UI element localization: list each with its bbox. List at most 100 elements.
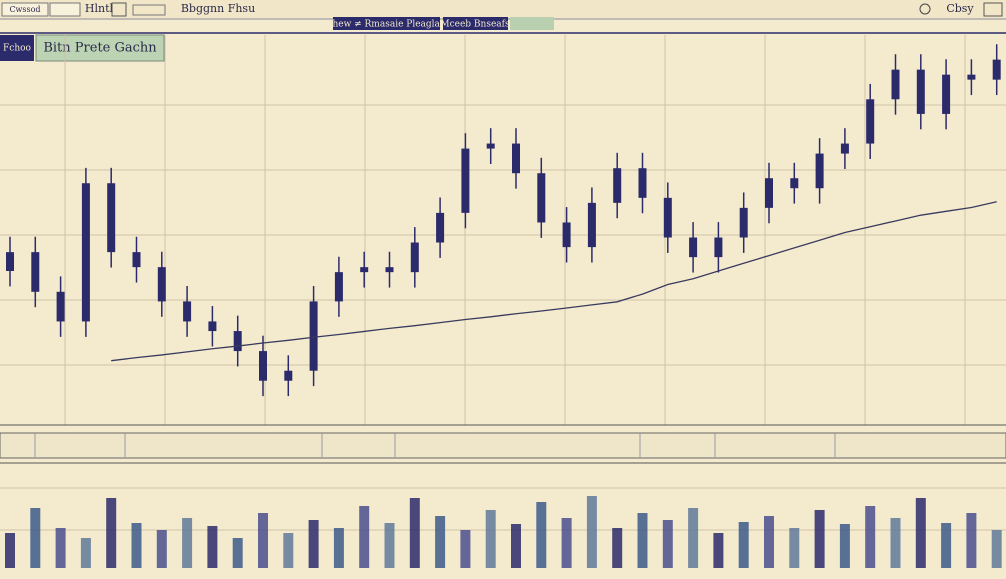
candle-body [942, 74, 951, 114]
tab-button[interactable] [510, 17, 554, 30]
candle-body [714, 237, 723, 258]
candle-body [183, 301, 192, 322]
volume-bar [435, 516, 446, 568]
volume-bar [561, 518, 572, 568]
candle-body [587, 202, 596, 248]
volume-bar [865, 506, 876, 568]
volume-bar [991, 530, 1002, 568]
toolbar-icon[interactable] [983, 2, 1003, 17]
volume-bar [359, 506, 370, 568]
candle-body [436, 212, 445, 243]
candle-body [765, 178, 773, 208]
toolbar-button[interactable] [1, 2, 49, 17]
volume-bar [283, 533, 294, 568]
candle-body [613, 168, 622, 203]
tab-button[interactable] [333, 17, 440, 30]
volume-bar [5, 533, 15, 568]
candle-body [537, 173, 546, 223]
title-box [35, 34, 165, 62]
volume-bar [131, 523, 142, 568]
toolbar-item[interactable]: Bbggnn Fhsu [181, 2, 255, 15]
candle-body [461, 148, 470, 213]
volume-bar [384, 523, 395, 568]
candle-body [790, 178, 799, 189]
volume-bar [106, 498, 117, 568]
sidebar-label[interactable]: Fchoo [3, 44, 31, 54]
candle-body [967, 74, 976, 80]
volume-bar [890, 518, 901, 568]
toolbar [0, 0, 1006, 18]
chart-title: Bitn Prete Gachn [43, 41, 157, 56]
toolbar-field[interactable] [49, 2, 81, 17]
scrubber[interactable] [0, 432, 1006, 459]
volume-bar [485, 510, 496, 568]
candle-body [81, 183, 90, 322]
candle-body [31, 252, 40, 292]
candle-body [486, 143, 495, 149]
candle-body [259, 351, 267, 381]
toolbar-icon[interactable] [132, 4, 166, 16]
volume-bar [637, 513, 648, 568]
volume-bar [662, 520, 673, 568]
toolbar-icon[interactable] [111, 2, 127, 17]
volume-bar [713, 533, 724, 568]
volume-bar [612, 528, 623, 568]
candle-body [512, 143, 520, 174]
toolbar-item[interactable]: Cbsy [946, 2, 974, 15]
candle-body [916, 69, 925, 114]
candle-body [840, 143, 849, 154]
volume-bar [789, 528, 800, 568]
trend-line [111, 201, 997, 362]
tab-label[interactable]: Shew ≠ Rmasaie Pleaglah [326, 20, 446, 30]
candle-body [56, 291, 65, 322]
volume-bar [738, 522, 749, 568]
candle-body [385, 267, 394, 273]
volume-bar [30, 508, 41, 568]
candle-body [132, 252, 141, 268]
candle-body [309, 301, 318, 371]
candle-body [233, 331, 242, 352]
volume-bar [258, 513, 268, 568]
volume-bar [55, 528, 66, 568]
volume-bar [409, 498, 420, 568]
tab-label[interactable]: Mceeb Bnseafs [440, 20, 510, 30]
candle-body [410, 242, 419, 273]
candle-body [689, 237, 698, 258]
candle-body [157, 267, 166, 302]
volume-bar [814, 510, 825, 568]
tab-button[interactable] [443, 17, 508, 30]
candle-body [562, 222, 571, 248]
candle-body [992, 59, 1001, 80]
volume-bar [182, 518, 193, 568]
volume-bar [688, 508, 699, 568]
toolbar-item[interactable]: Cwssod [9, 5, 40, 14]
volume-bar [536, 502, 547, 568]
candle-body [284, 370, 293, 381]
volume-bar [156, 530, 167, 568]
scrubber-ticks [34, 433, 836, 458]
candle-body [107, 183, 116, 253]
volume-bar [460, 530, 471, 568]
candle-body [866, 99, 875, 144]
volume-bar [80, 538, 91, 568]
candle-body [891, 69, 900, 100]
volume-bar [915, 498, 926, 568]
volume-bar [586, 496, 597, 568]
volume-bar [764, 516, 774, 568]
volume-bar [966, 513, 977, 568]
volume-bar [308, 520, 319, 568]
candle-body [663, 197, 672, 238]
candle-body [739, 207, 748, 238]
toolbar-icon[interactable] [919, 3, 931, 15]
candle-body [360, 267, 369, 273]
candle-body [6, 252, 14, 271]
volume-bar [207, 526, 218, 568]
toolbar-item[interactable]: Hlntl [85, 2, 114, 15]
candle-body [334, 272, 343, 302]
volume-bar [941, 523, 952, 568]
candle-body [815, 153, 824, 189]
volume-bar [511, 524, 521, 568]
volume-bar [839, 524, 850, 568]
sidebar-tab[interactable] [0, 35, 34, 61]
